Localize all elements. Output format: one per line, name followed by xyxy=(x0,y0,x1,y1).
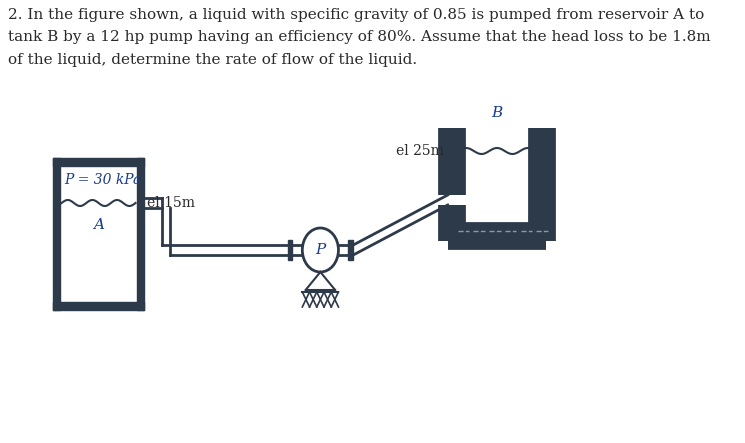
Text: el 25m: el 25m xyxy=(396,144,443,158)
Text: P = 30 kPa: P = 30 kPa xyxy=(64,173,142,187)
Text: el 15m: el 15m xyxy=(147,196,195,210)
Bar xyxy=(349,240,353,260)
Text: P: P xyxy=(315,243,326,257)
Text: B: B xyxy=(492,106,503,120)
Bar xyxy=(288,240,293,260)
Text: A: A xyxy=(93,218,104,232)
Text: 2. In the figure shown, a liquid with specific gravity of 0.85 is pumped from re: 2. In the figure shown, a liquid with sp… xyxy=(8,8,711,66)
